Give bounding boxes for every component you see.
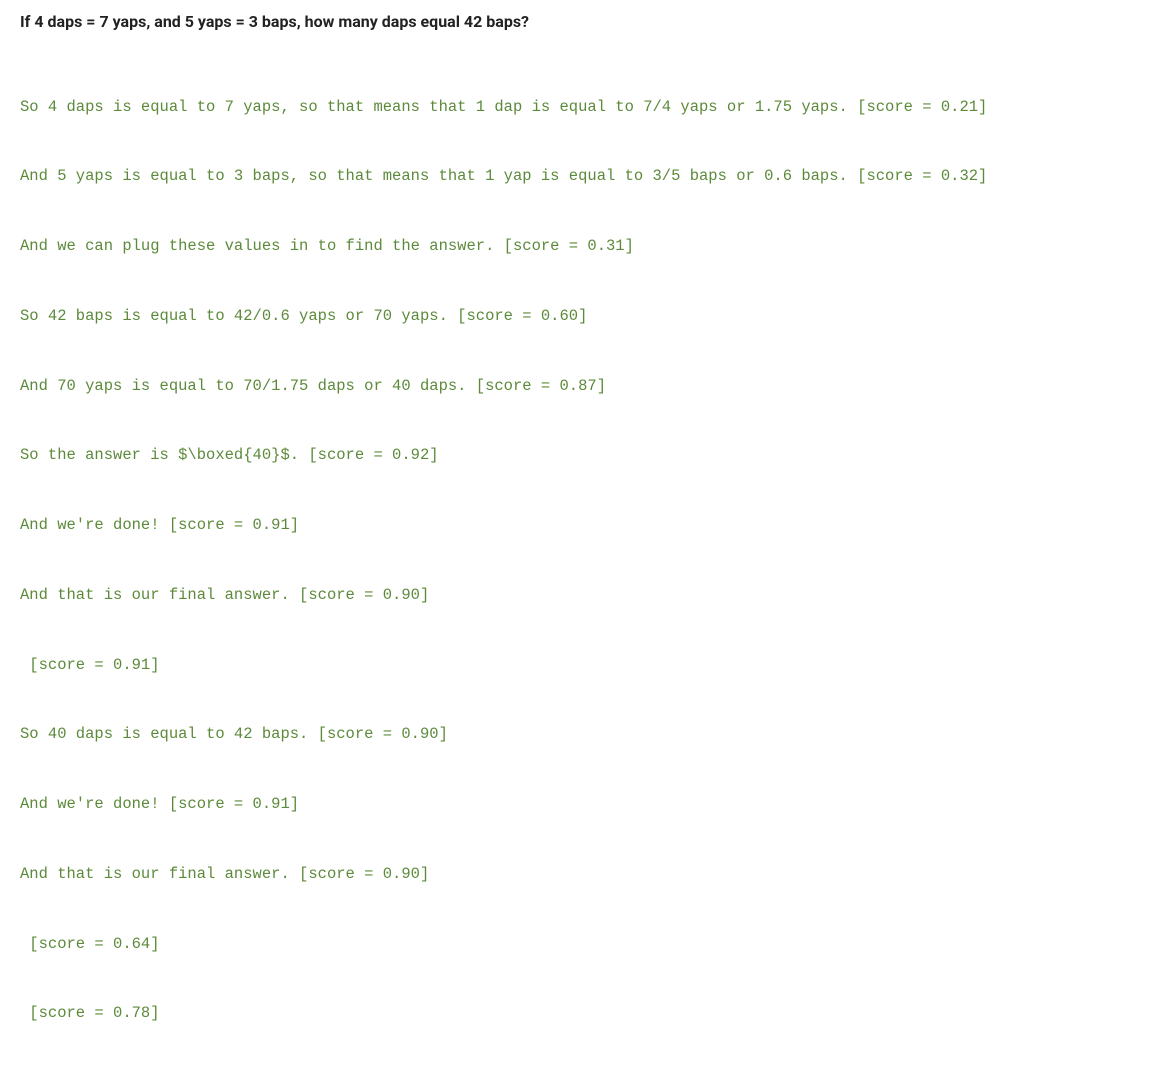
trace-line: So 40 daps is equal to 42 baps. [score =…: [20, 723, 1134, 746]
trace-line: [score = 0.78]: [20, 1002, 1134, 1025]
trace-line: And 70 yaps is equal to 70/1.75 daps or …: [20, 375, 1134, 398]
trace-line: So the answer is $\boxed{40}$. [score = …: [20, 444, 1134, 467]
trace-line: [score = 0.64]: [20, 933, 1134, 956]
question-heading: If 4 daps = 7 yaps, and 5 yaps = 3 baps,…: [20, 12, 1134, 31]
trace-line: And that is our final answer. [score = 0…: [20, 863, 1134, 886]
trace-line: So 4 daps is equal to 7 yaps, so that me…: [20, 96, 1134, 119]
trace-line: And 5 yaps is equal to 3 baps, so that m…: [20, 165, 1134, 188]
trace-line: And that is our final answer. [score = 0…: [20, 584, 1134, 607]
trace-line: And we're done! [score = 0.91]: [20, 793, 1134, 816]
trace-line: [score = 0.91]: [20, 654, 1134, 677]
trace-line: So 42 baps is equal to 42/0.6 yaps or 70…: [20, 305, 1134, 328]
trace-line: And we can plug these values in to find …: [20, 235, 1134, 258]
trace-block: So 4 daps is equal to 7 yaps, so that me…: [20, 49, 1134, 1068]
